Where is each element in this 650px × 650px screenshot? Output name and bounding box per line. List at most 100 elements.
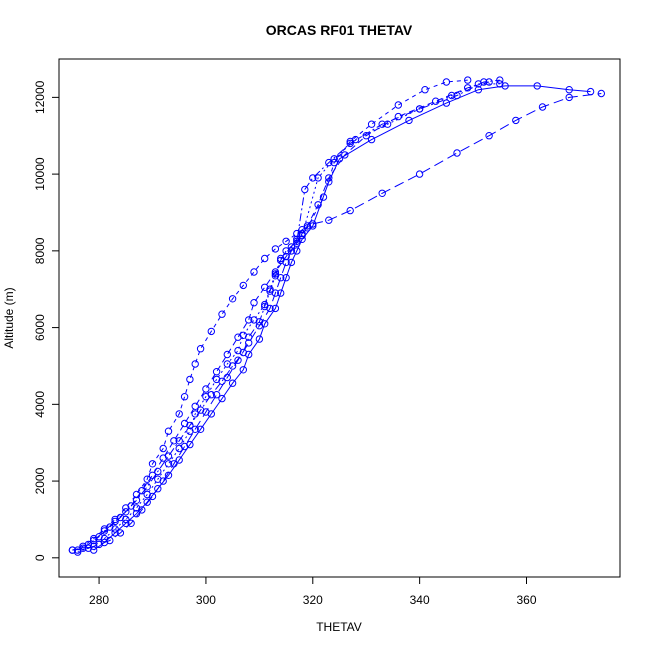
x-tick-label: 300 (196, 593, 216, 607)
data-point (421, 86, 429, 94)
data-point (245, 333, 253, 341)
data-point (154, 467, 162, 476)
x-axis-label: THETAV (316, 620, 362, 634)
data-point (303, 222, 312, 230)
data-point (175, 444, 183, 453)
data-point (442, 78, 451, 86)
data-point (79, 544, 87, 552)
series-6 (90, 82, 595, 554)
data-point (448, 91, 456, 100)
data-point (228, 295, 237, 303)
data-point (415, 170, 424, 178)
data-point (90, 534, 98, 543)
data-point (196, 406, 205, 414)
data-point (186, 440, 194, 449)
data-point (100, 525, 109, 533)
data-point (234, 346, 242, 355)
data-point (90, 536, 98, 545)
data-point (255, 335, 264, 343)
data-point (325, 216, 333, 224)
data-point (175, 410, 183, 418)
x-tick-label: 320 (303, 593, 323, 607)
data-point (234, 356, 242, 364)
data-point (228, 362, 237, 370)
data-point (464, 84, 472, 92)
data-point (245, 339, 253, 347)
data-point (234, 333, 242, 341)
series-line (82, 79, 500, 549)
y-axis: 0 2000 4000 6000 8000 10000 12000 (33, 80, 60, 561)
data-point (218, 377, 226, 385)
data-point (143, 498, 151, 506)
y-tick-label: 0 (33, 554, 47, 561)
data-point (394, 101, 402, 109)
data-point (309, 174, 317, 182)
data-point (250, 299, 258, 307)
data-point (100, 534, 109, 543)
data-point (154, 475, 162, 483)
data-point (533, 82, 541, 90)
data-point (223, 350, 232, 359)
data-point (271, 272, 280, 280)
data-point (186, 421, 194, 430)
data-point (191, 360, 199, 368)
data-point (261, 254, 269, 263)
series-4 (74, 80, 504, 556)
data-point (100, 527, 109, 535)
data-point (298, 229, 306, 238)
data-point (325, 178, 333, 186)
data-point (164, 427, 173, 435)
data-point (127, 519, 135, 527)
data-point (362, 132, 370, 140)
data-point (111, 515, 119, 524)
x-tick-label: 280 (89, 593, 109, 607)
data-point (250, 268, 258, 276)
data-point (228, 379, 237, 387)
data-point (111, 529, 119, 537)
data-point (301, 185, 309, 194)
data-point (202, 385, 210, 393)
data-point (496, 76, 504, 84)
data-point (218, 394, 226, 403)
data-point (261, 302, 269, 311)
data-point (341, 151, 349, 159)
data-point (453, 149, 461, 157)
data-point (346, 206, 354, 215)
data-point (314, 174, 322, 182)
data-point (378, 120, 386, 128)
data-point (164, 471, 173, 479)
data-point (132, 504, 141, 512)
data-point (122, 519, 130, 527)
series-2 (74, 78, 493, 554)
data-point (415, 105, 424, 113)
y-tick-label: 12000 (33, 80, 47, 114)
data-point (122, 515, 130, 524)
data-point (261, 283, 269, 291)
data-point (538, 103, 547, 111)
data-point (239, 366, 248, 374)
data-point (287, 258, 296, 267)
y-tick-label: 8000 (33, 237, 47, 264)
data-point (191, 425, 199, 433)
data-point (266, 304, 274, 313)
data-point (261, 320, 269, 328)
data-point (122, 504, 130, 512)
y-tick-label: 6000 (33, 314, 47, 341)
x-axis: 280 300 320 340 360 (89, 576, 537, 607)
data-point (266, 287, 274, 295)
data-point (367, 120, 376, 128)
data-point (287, 243, 296, 251)
data-point (282, 247, 290, 255)
data-point (586, 87, 595, 96)
data-point (282, 274, 290, 282)
data-point (480, 78, 488, 86)
data-point (159, 444, 167, 453)
series-line (93, 85, 591, 551)
data-point (175, 456, 183, 464)
data-point (132, 510, 141, 518)
data-point (196, 345, 205, 353)
data-point (330, 155, 338, 163)
data-point (186, 375, 194, 384)
data-point (143, 490, 151, 499)
